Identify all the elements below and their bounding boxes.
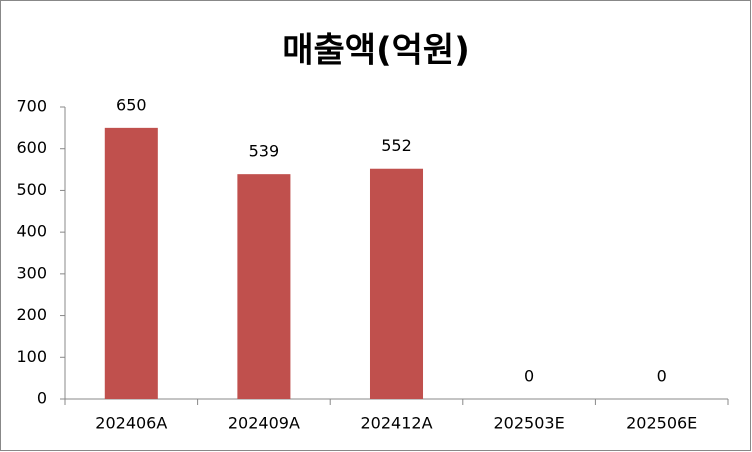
data-label: 0 (657, 367, 667, 386)
y-tick-label: 400 (16, 222, 47, 241)
bar (104, 127, 158, 399)
data-label: 0 (524, 367, 534, 386)
bar (369, 168, 424, 399)
y-tick-label: 200 (16, 305, 47, 324)
x-tick-label: 202406A (95, 414, 167, 433)
y-tick-label: 300 (16, 263, 47, 282)
x-tick-label: 202506E (626, 414, 697, 433)
y-tick-label: 500 (16, 180, 47, 199)
x-tick-label: 202412A (360, 414, 432, 433)
data-label: 539 (249, 142, 280, 161)
data-label: 552 (381, 136, 412, 155)
x-tick-label: 202503E (494, 414, 565, 433)
bar (237, 174, 291, 399)
y-tick-label: 600 (16, 138, 47, 157)
y-tick-label: 0 (37, 389, 47, 408)
x-tick-label: 202409A (228, 414, 300, 433)
y-tick-label: 700 (16, 97, 47, 116)
data-label: 650 (116, 95, 147, 114)
y-tick-label: 100 (16, 347, 47, 366)
chart-title: 매출액(억원) (282, 31, 469, 71)
